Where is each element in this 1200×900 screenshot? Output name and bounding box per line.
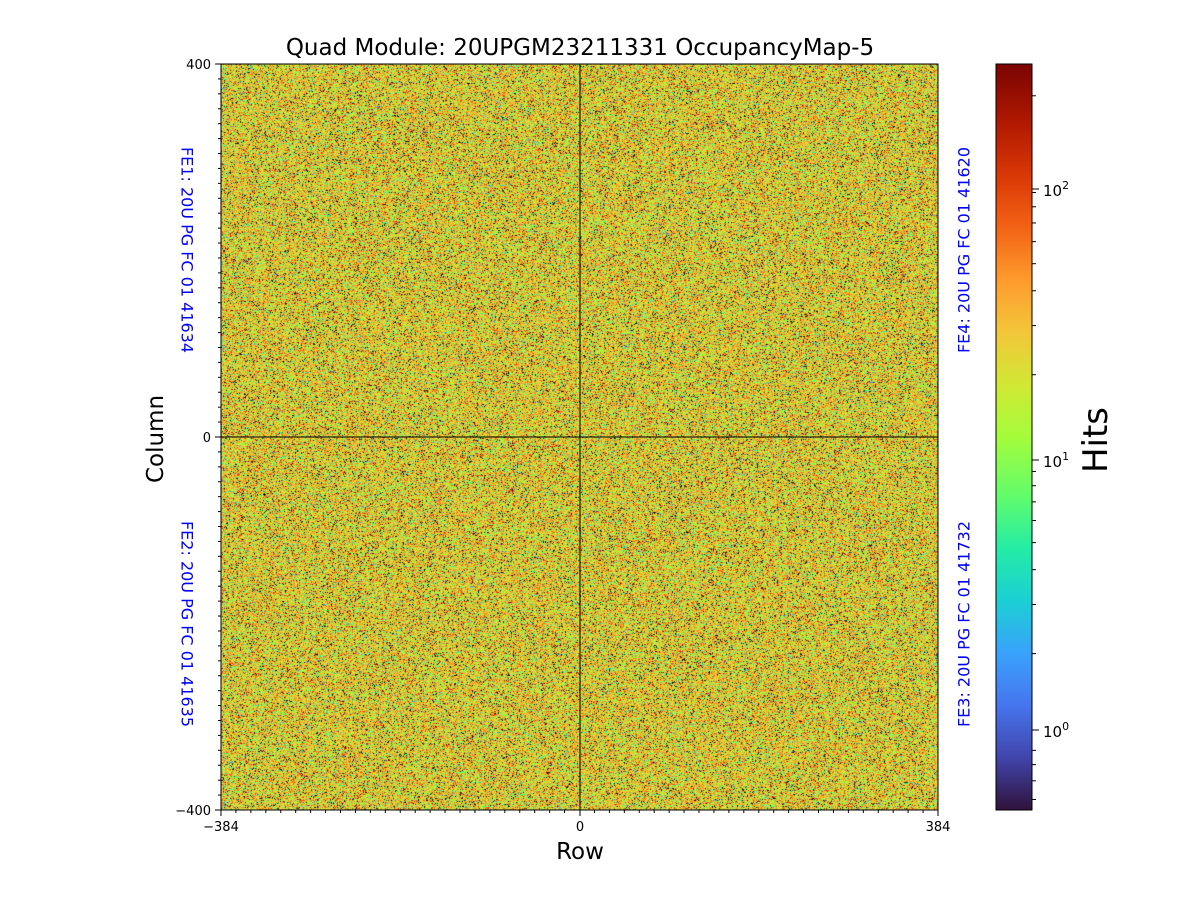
colorbar-tick-1e1: 101: [1032, 450, 1069, 471]
chart-title: Quad Module: 20UPGM23211331 OccupancyMap…: [286, 35, 874, 61]
tick-exponent: 2: [1062, 179, 1069, 192]
colorbar-tick-1e2: 102: [1032, 179, 1069, 200]
tick-base: 10: [1043, 182, 1062, 200]
plot-area: [220, 63, 939, 811]
colorbar-tick-label-1e2: 102: [1043, 179, 1069, 200]
x-tick-label-384: 384: [926, 820, 951, 835]
fe2-label: FE2: 20U PG FC 01 41635: [178, 521, 197, 727]
colorbar-tick-label-1e1: 101: [1043, 450, 1069, 471]
x-tick-label-0: 0: [576, 820, 584, 835]
colorbar-tick-1e0: 100: [1032, 720, 1069, 741]
colorbar-minor-ticks: [1032, 95, 1036, 800]
y-tick-label-0: 0: [203, 431, 211, 446]
colorbar-label: Hits: [1076, 407, 1116, 473]
x-axis: −384 0 384 Row: [203, 810, 950, 865]
tick-exponent: 1: [1062, 450, 1069, 463]
fe4-label: FE4: 20U PG FC 01 41620: [955, 147, 974, 353]
minor-ticks: [218, 78, 924, 813]
x-axis-label: Row: [556, 839, 604, 865]
tick-exponent: 0: [1062, 720, 1069, 733]
y-tick-label-neg400: −400: [175, 804, 211, 819]
x-tick-label-neg384: −384: [203, 820, 239, 835]
y-tick-label-400: 400: [186, 58, 211, 73]
y-axis-label: Column: [143, 395, 169, 483]
frontend-labels: FE1: 20U PG FC 01 41634 FE2: 20U PG FC 0…: [178, 147, 974, 727]
fe3-label: FE3: 20U PG FC 01 41732: [955, 521, 974, 727]
fe1-label: FE1: 20U PG FC 01 41634: [178, 147, 197, 353]
y-axis: 400 0 −400 Column: [143, 58, 221, 819]
colorbar-tick-label-1e0: 100: [1043, 720, 1069, 741]
tick-base: 10: [1043, 723, 1062, 741]
colorbar-gradient: [995, 63, 1033, 811]
tick-base: 10: [1043, 453, 1062, 471]
colorbar: 100 101 102 Hits: [995, 63, 1116, 811]
